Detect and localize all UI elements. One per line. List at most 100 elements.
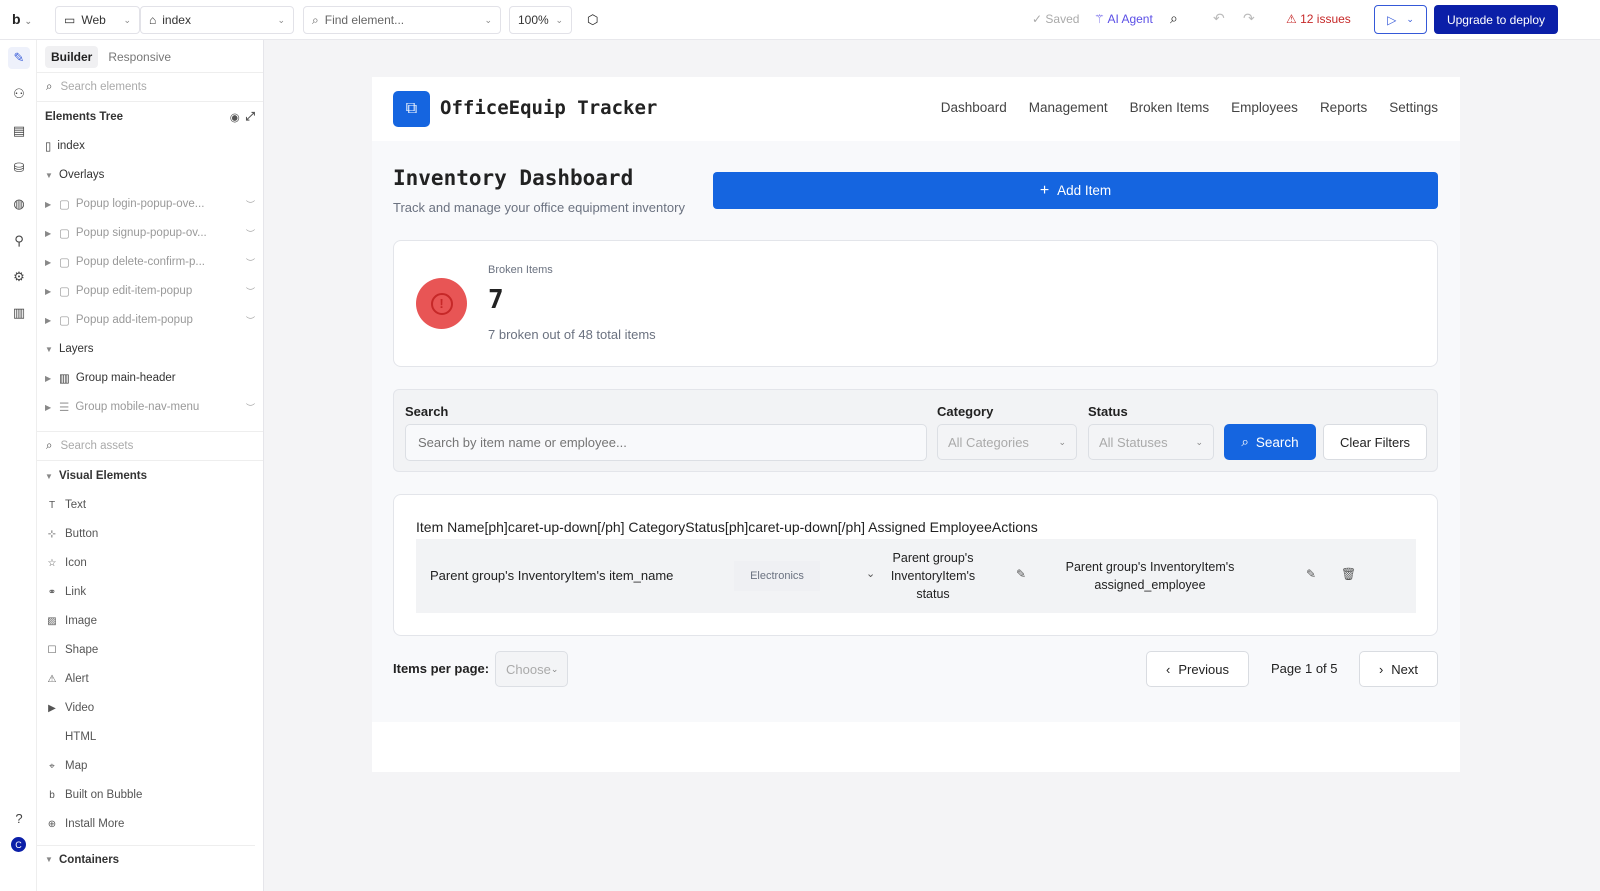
search-button-label: Search [1255, 434, 1299, 450]
hidden-eye-icon[interactable]: ︶ [245, 199, 255, 210]
plugin-icon[interactable]: ⚲ [14, 233, 24, 248]
logs-chart-icon[interactable]: ▥ [12, 305, 26, 320]
asset-item[interactable]: b Built on Bubble [45, 785, 255, 805]
undo-icon[interactable]: ↶ [1213, 10, 1225, 26]
table-row[interactable]: Parent group's InventoryItem's item_name… [416, 539, 1416, 613]
asset-label: Install More [65, 818, 125, 830]
design-pencil-icon[interactable]: ✎ [8, 47, 30, 69]
star-icon: ☆ [47, 557, 57, 569]
add-item-button[interactable]: + Add Item [713, 172, 1438, 209]
inventory-table: Item Name[ph]caret-up-down[/ph] Category… [393, 494, 1438, 636]
platform-select[interactable]: ▭ Web ⌄ [55, 6, 140, 34]
chevron-left-icon: ‹ [1166, 661, 1171, 677]
trash-icon[interactable]: 🗑 [1341, 567, 1357, 581]
search-elements-input[interactable]: ⌕ Search elements [37, 72, 263, 102]
nav-dashboard[interactable]: Dashboard [940, 100, 1007, 115]
palette-icon[interactable]: ◍ [13, 196, 25, 211]
nav-management[interactable]: Management [1028, 100, 1108, 115]
overlays-label: Overlays [59, 169, 105, 181]
eye-icon[interactable]: ◉ [229, 112, 240, 124]
tree-item-overlay[interactable]: ▶ ▢ Popup login-popup-ove... ︶ [45, 194, 255, 214]
asset-item[interactable]: T Text [45, 495, 255, 515]
page-indicator: Page 1 of 5 [1271, 661, 1338, 676]
preview-button[interactable]: ▷ ⌄ [1374, 5, 1427, 34]
search-button[interactable]: ⌕ Search [1224, 424, 1316, 460]
hidden-eye-icon[interactable]: ︶ [245, 315, 255, 326]
next-button[interactable]: › Next [1359, 651, 1438, 687]
search-icon[interactable]: ⌕ [1170, 10, 1178, 26]
page-title: Inventory Dashboard [393, 166, 634, 190]
asset-item[interactable]: ☆ Icon [45, 553, 255, 573]
redo-icon[interactable]: ↷ [1243, 10, 1255, 26]
section-visual-elements[interactable]: ▼ Visual Elements [45, 466, 255, 486]
tree-item-layer[interactable]: ▶ ☰ Group mobile-nav-menu ︶ [45, 397, 255, 417]
tree-item-overlay[interactable]: ▶ ▢ Popup edit-item-popup ︶ [45, 281, 255, 301]
tree-section-layers[interactable]: ▼ Layers [45, 339, 255, 359]
avatar[interactable]: C [11, 837, 26, 852]
tab-builder[interactable]: Builder [45, 46, 99, 68]
category-select[interactable]: All Categories ⌄ [937, 424, 1077, 460]
workflow-icon[interactable]: ⚇ [13, 86, 25, 101]
items-per-page-select[interactable]: Choose ⌄ [495, 651, 568, 687]
caret-right-icon: ▶ [45, 402, 52, 412]
containers-label: Containers [59, 853, 120, 866]
nav-broken-items[interactable]: Broken Items [1129, 100, 1210, 115]
status-dropdown-chevron-icon[interactable]: ⌄ [866, 568, 876, 580]
previous-button[interactable]: ‹ Previous [1146, 651, 1249, 687]
issues-button[interactable]: ⚠ 12 issues [1286, 12, 1351, 26]
plus-circle-icon: ⊕ [47, 818, 57, 830]
hidden-eye-icon[interactable]: ︶ [245, 257, 255, 268]
tree-item-overlay[interactable]: ▶ ▢ Popup add-item-popup ︶ [45, 310, 255, 330]
page-select[interactable]: ⌂ index ⌄ [140, 6, 294, 34]
tree-item-overlay[interactable]: ▶ ▢ Popup delete-confirm-p... ︶ [45, 252, 255, 272]
asset-item[interactable]: ⚠ Alert [45, 669, 255, 689]
button-icon: ⊹ [47, 528, 57, 540]
upgrade-to-deploy-button[interactable]: Upgrade to deploy [1434, 5, 1558, 34]
play-icon: ▷ [1387, 12, 1397, 27]
expand-icon[interactable]: ⤢ [245, 110, 255, 123]
asset-label: Icon [65, 557, 87, 569]
nav-employees[interactable]: Employees [1231, 100, 1298, 115]
tree-section-overlays[interactable]: ▼ Overlays [45, 165, 255, 185]
search-input[interactable] [405, 424, 927, 461]
asset-item[interactable]: ⊹ Button [45, 524, 255, 544]
hidden-eye-icon[interactable]: ︶ [245, 286, 255, 297]
bubble-logo[interactable]: b ⌄ [12, 11, 32, 27]
help-icon[interactable]: ? [15, 810, 23, 826]
hidden-eye-icon[interactable]: ︶ [245, 402, 255, 413]
previous-label: Previous [1178, 661, 1229, 677]
alert-circle-icon: ! [416, 278, 467, 329]
asset-item[interactable]: ⌖ Map [45, 756, 255, 776]
tab-responsive[interactable]: Responsive [108, 50, 172, 64]
find-element-input[interactable]: ⌕ Find element... ⌄ [303, 6, 501, 34]
edit-status-pencil-icon[interactable]: ✎ [1016, 567, 1027, 581]
nav-reports[interactable]: Reports [1319, 100, 1368, 115]
asset-label: Button [65, 528, 99, 540]
asset-item[interactable]: ☐ Shape [45, 640, 255, 660]
tree-item-layer[interactable]: ▶ ▥ Group main-header [45, 368, 255, 388]
popup-icon: ▢ [59, 286, 70, 298]
clear-filters-button[interactable]: Clear Filters [1323, 424, 1427, 460]
asset-item[interactable]: ▨ Image [45, 611, 255, 631]
hidden-eye-icon[interactable]: ︶ [245, 228, 255, 239]
nav-settings[interactable]: Settings [1389, 100, 1438, 115]
asset-item[interactable]: ▶ Video [45, 698, 255, 718]
asset-item[interactable]: ⊕ Install More [45, 814, 255, 834]
items-per-page-label: Items per page: [393, 661, 490, 676]
tree-item-overlay[interactable]: ▶ ▢ Popup signup-popup-ov... ︶ [45, 223, 255, 243]
styles-icon[interactable]: ▤ [12, 123, 26, 138]
zoom-select[interactable]: 100% ⌄ [509, 6, 572, 34]
settings-icon[interactable]: ⚙ [13, 269, 25, 284]
section-containers[interactable]: ▼ Containers [37, 845, 255, 873]
cube-icon[interactable]: ⬡ [587, 12, 599, 27]
asset-item[interactable]: ⚭ Link [45, 582, 255, 602]
ai-agent-button[interactable]: ⚚ AI Agent [1094, 12, 1153, 26]
app-page: ⧉ OfficeEquip Tracker Dashboard Managemen… [372, 77, 1460, 772]
asset-item[interactable]: HTML [45, 727, 255, 747]
search-assets-input[interactable]: ⌕ Search assets [37, 431, 263, 461]
video-icon: ▶ [48, 702, 56, 714]
tree-item-index[interactable]: ▯ index [45, 136, 255, 156]
edit-pencil-icon[interactable]: ✎ [1306, 567, 1317, 581]
database-icon[interactable]: ⛁ [13, 160, 25, 175]
status-select[interactable]: All Statuses ⌄ [1088, 424, 1214, 460]
